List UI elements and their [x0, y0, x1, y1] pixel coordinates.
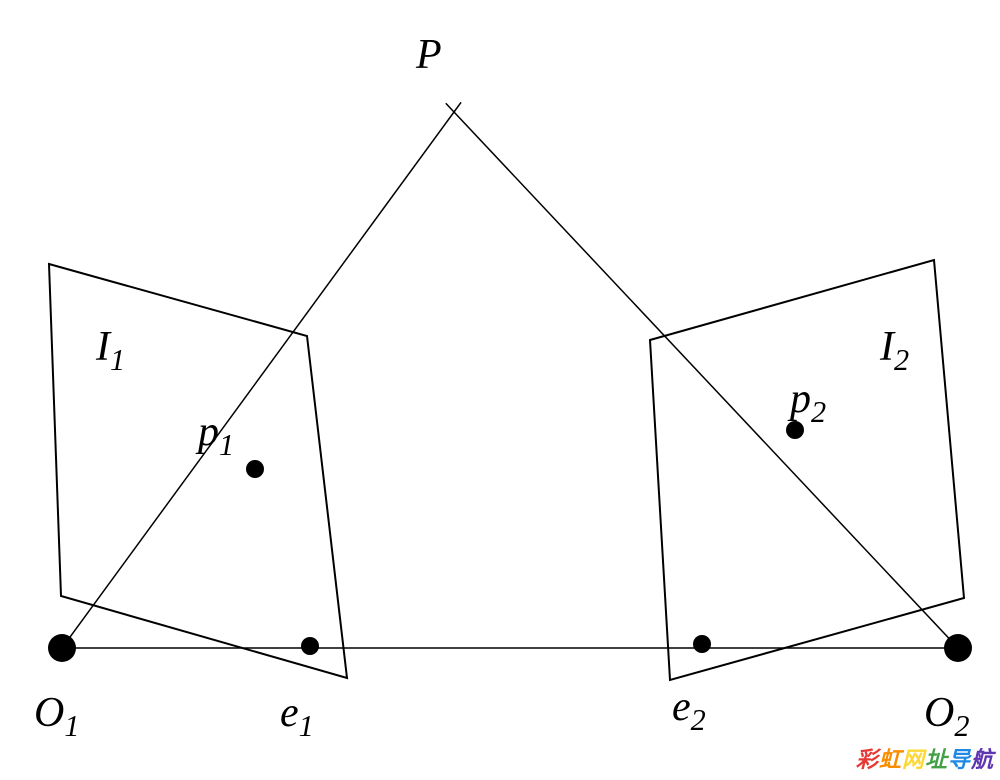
- projection-p2: [786, 421, 804, 439]
- label-p2: p2: [787, 376, 826, 429]
- camera-center-o2: [944, 634, 972, 662]
- image-plane-i2: [650, 260, 964, 680]
- label-i1: I1: [95, 324, 125, 377]
- label-e2: e2: [672, 684, 706, 737]
- epipole-e2: [693, 635, 711, 653]
- projection-p1: [246, 460, 264, 478]
- label-p1: p1: [195, 409, 234, 462]
- label-o2: O2: [924, 690, 969, 743]
- epipolar-geometry-diagram: P I1 I2 p1 p2 e1 e2 O1 O2: [0, 0, 1000, 780]
- ray-o2-p: [454, 112, 958, 648]
- watermark-text: 彩虹网址导航: [856, 742, 994, 774]
- label-p: P: [415, 32, 442, 78]
- ray-o1-p: [62, 112, 454, 648]
- camera-center-o1: [48, 634, 76, 662]
- image-plane-i1: [49, 264, 347, 678]
- world-point-p-marker: [446, 102, 461, 112]
- label-o1: O1: [34, 690, 79, 743]
- label-e1: e1: [280, 690, 314, 743]
- label-i2: I2: [879, 324, 909, 377]
- epipole-e1: [301, 637, 319, 655]
